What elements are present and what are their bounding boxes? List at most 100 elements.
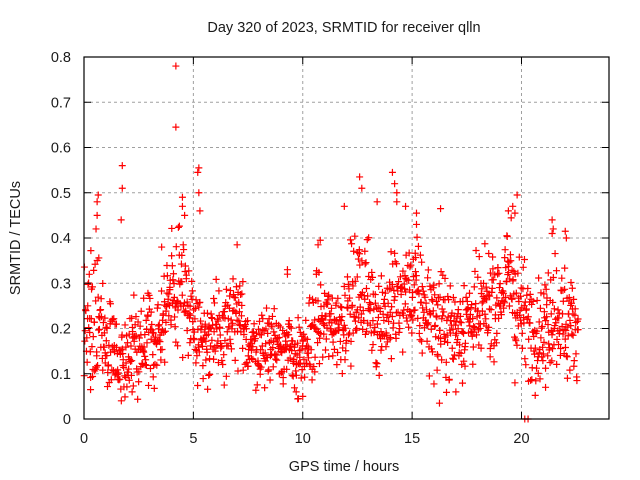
data-point bbox=[431, 321, 439, 329]
data-point bbox=[204, 385, 212, 393]
data-point bbox=[531, 344, 539, 352]
data-point bbox=[549, 274, 557, 282]
data-point bbox=[434, 301, 442, 309]
data-point bbox=[183, 298, 191, 306]
data-point bbox=[239, 278, 247, 286]
data-point bbox=[379, 310, 387, 318]
data-point bbox=[399, 267, 407, 275]
data-point bbox=[476, 311, 484, 319]
data-point bbox=[417, 298, 425, 306]
data-point bbox=[395, 319, 403, 327]
data-point bbox=[141, 352, 149, 360]
data-point bbox=[405, 323, 413, 331]
data-point bbox=[268, 323, 276, 331]
data-point bbox=[362, 259, 370, 267]
data-point bbox=[535, 274, 543, 282]
data-point bbox=[509, 276, 517, 284]
data-point bbox=[147, 308, 155, 316]
data-point bbox=[353, 273, 361, 281]
data-point bbox=[149, 373, 157, 381]
data-point bbox=[178, 291, 186, 299]
data-point bbox=[299, 392, 307, 400]
data-point bbox=[529, 297, 537, 305]
data-point bbox=[568, 330, 576, 338]
data-point bbox=[346, 236, 354, 244]
data-point bbox=[101, 314, 109, 322]
data-point bbox=[426, 282, 434, 290]
data-point bbox=[555, 340, 563, 348]
data-point bbox=[483, 287, 491, 295]
data-point bbox=[319, 316, 327, 324]
data-point bbox=[470, 283, 478, 291]
data-point bbox=[437, 205, 445, 213]
data-point bbox=[273, 351, 281, 359]
data-point bbox=[114, 366, 122, 374]
data-point bbox=[117, 216, 125, 224]
data-point bbox=[135, 334, 143, 342]
data-point bbox=[415, 290, 423, 298]
data-point bbox=[445, 296, 453, 304]
data-point bbox=[169, 276, 177, 284]
data-point bbox=[461, 339, 469, 347]
data-point bbox=[411, 268, 419, 276]
data-point bbox=[561, 227, 569, 235]
data-point bbox=[242, 325, 250, 333]
data-point bbox=[287, 324, 295, 332]
data-point bbox=[197, 326, 205, 334]
data-point bbox=[170, 270, 178, 278]
data-point bbox=[542, 383, 550, 391]
data-point bbox=[279, 380, 287, 388]
data-point bbox=[563, 353, 571, 361]
data-point bbox=[393, 198, 401, 206]
data-point bbox=[96, 306, 104, 314]
data-point bbox=[172, 338, 180, 346]
data-point bbox=[85, 324, 93, 332]
data-point bbox=[368, 268, 376, 276]
axis-ticks bbox=[83, 56, 609, 420]
data-point bbox=[239, 344, 247, 352]
data-point bbox=[272, 335, 280, 343]
data-point bbox=[125, 365, 133, 373]
data-point bbox=[289, 337, 297, 345]
data-point bbox=[353, 326, 361, 334]
data-point bbox=[88, 283, 96, 291]
data-point bbox=[342, 347, 350, 355]
data-point bbox=[471, 324, 479, 332]
data-point bbox=[129, 382, 137, 390]
data-point bbox=[571, 305, 579, 313]
data-point bbox=[317, 281, 325, 289]
data-point bbox=[462, 293, 470, 301]
data-point bbox=[572, 350, 580, 358]
data-point bbox=[489, 253, 497, 261]
data-point bbox=[345, 285, 353, 293]
data-point bbox=[257, 363, 265, 371]
data-point bbox=[369, 341, 377, 349]
x-tick-label: 20 bbox=[513, 431, 529, 447]
data-point bbox=[557, 345, 565, 353]
data-point bbox=[528, 300, 536, 308]
y-tick-label: 0.7 bbox=[51, 95, 71, 111]
data-point bbox=[481, 240, 489, 248]
data-point bbox=[178, 193, 186, 201]
data-point bbox=[544, 352, 552, 360]
data-point bbox=[325, 353, 333, 361]
data-point bbox=[474, 326, 482, 334]
data-point bbox=[436, 326, 444, 334]
data-point bbox=[358, 257, 366, 265]
data-point bbox=[196, 207, 204, 215]
x-axis-label: GPS time / hours bbox=[289, 459, 399, 475]
data-point bbox=[319, 353, 327, 361]
data-point bbox=[195, 303, 203, 311]
data-point bbox=[161, 327, 169, 335]
data-point bbox=[457, 319, 465, 327]
data-point bbox=[190, 328, 198, 336]
data-point bbox=[365, 234, 373, 242]
data-point bbox=[540, 338, 548, 346]
data-point bbox=[412, 254, 420, 262]
data-point bbox=[349, 282, 357, 290]
data-point bbox=[179, 302, 187, 310]
data-point bbox=[154, 301, 162, 309]
data-point bbox=[448, 344, 456, 352]
data-point bbox=[566, 316, 574, 324]
data-point bbox=[432, 297, 440, 305]
